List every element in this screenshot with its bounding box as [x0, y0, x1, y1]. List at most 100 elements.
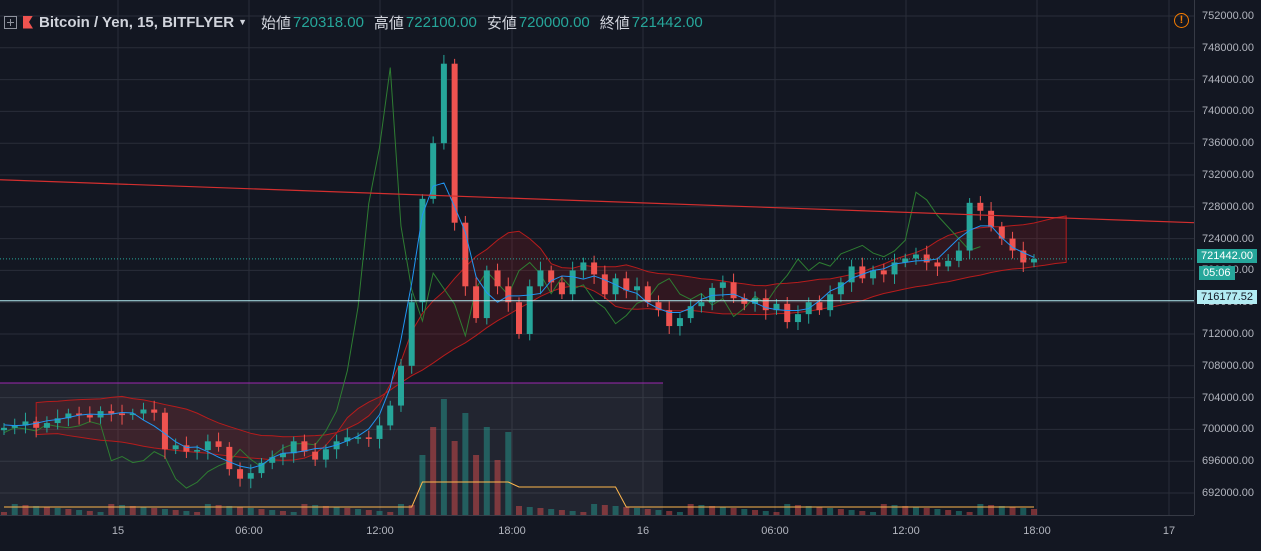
- candle-body: [794, 314, 801, 323]
- volume-bar: [43, 507, 50, 515]
- symbol-header: Bitcoin / Yen, 15, BITFLYER ▼ 始値 720318.…: [4, 9, 713, 35]
- volume-bar: [312, 505, 319, 515]
- volume-bar: [784, 504, 791, 515]
- candle-body: [376, 425, 383, 439]
- volume-bar: [880, 504, 887, 515]
- candle-body: [204, 441, 211, 451]
- volume-bar: [730, 508, 737, 515]
- volume-bar: [816, 507, 823, 515]
- volume-bar: [440, 399, 447, 515]
- time-axis-label: 06:00: [761, 525, 789, 537]
- alert-icon[interactable]: !: [1174, 13, 1189, 28]
- time-axis-label: 16: [636, 525, 650, 537]
- volume-bar: [161, 509, 168, 515]
- close-value: 721442.00: [631, 13, 703, 31]
- candle-body: [440, 63, 447, 144]
- time-axis-border: [0, 515, 1194, 516]
- high-label: 高値: [373, 14, 404, 32]
- candle-body: [194, 450, 201, 452]
- volume-bar: [623, 507, 630, 515]
- volume-bar: [827, 508, 834, 515]
- volume-bar: [966, 512, 973, 515]
- volume-ma-line: [4, 481, 1034, 508]
- volume-bar: [194, 512, 201, 515]
- candle-body: [269, 457, 276, 463]
- candle-body: [591, 262, 598, 275]
- time-axis-label: 17: [1162, 525, 1176, 537]
- cloud-span: [35, 215, 1067, 461]
- candle-body: [161, 412, 168, 450]
- last-price-tag: 721442.00: [1197, 249, 1257, 263]
- volume-bar: [945, 510, 952, 515]
- candle-body: [355, 437, 362, 439]
- low-label: 安値: [486, 14, 517, 32]
- volume-bar: [655, 510, 662, 515]
- time-axis-label: 12:00: [892, 525, 920, 537]
- lagging-span: [3, 67, 981, 489]
- candle-body: [312, 451, 319, 460]
- volume-bar: [54, 508, 61, 515]
- symbol-title[interactable]: Bitcoin / Yen, 15, BITFLYER: [39, 13, 235, 31]
- candle-body: [687, 306, 694, 319]
- volume-bar: [11, 504, 18, 515]
- price-axis-border: [1194, 0, 1195, 515]
- candle-body: [237, 469, 244, 479]
- volume-bar: [666, 511, 673, 515]
- open-label: 始値: [260, 14, 291, 32]
- volume-bar: [505, 432, 512, 515]
- time-axis-label: 12:00: [366, 525, 394, 537]
- candle-body: [430, 143, 437, 199]
- time-axis-label: 18:00: [498, 525, 526, 537]
- candle-body: [580, 262, 587, 271]
- candle-body: [397, 365, 404, 406]
- volume-bar: [204, 504, 211, 515]
- volume-bar: [129, 506, 136, 515]
- candle-body: [870, 270, 877, 279]
- candle-body: [279, 453, 286, 458]
- volume-bar: [397, 504, 404, 515]
- volume-bar: [237, 507, 244, 515]
- volume-bar: [376, 511, 383, 515]
- candle-body: [473, 286, 480, 319]
- candle-body: [988, 210, 995, 227]
- volume-bar: [1, 512, 7, 515]
- volume-bars: [1, 399, 1037, 515]
- candle-body: [183, 445, 190, 452]
- volume-bar: [719, 507, 726, 515]
- volume-bar: [569, 511, 576, 515]
- volume-bar: [473, 455, 480, 515]
- candle-body: [290, 441, 297, 454]
- expand-icon[interactable]: [4, 15, 17, 29]
- volume-bar: [580, 512, 587, 515]
- volume-bar: [794, 505, 801, 515]
- candle-body: [655, 302, 662, 311]
- candle-body: [558, 282, 565, 295]
- chevron-down-icon[interactable]: ▼: [238, 17, 247, 27]
- price-axis-label: 692000.00: [1202, 487, 1254, 499]
- time-axis-label: 06:00: [235, 525, 263, 537]
- volume-bar: [494, 460, 501, 515]
- candle-body: [601, 274, 608, 295]
- volume-bar: [1009, 507, 1016, 515]
- volume-bar: [934, 509, 941, 515]
- flag-icon[interactable]: [23, 15, 33, 29]
- candle-body: [719, 282, 726, 288]
- volume-bar: [891, 505, 898, 515]
- bar-countdown-tag: 05:06: [1199, 266, 1235, 280]
- price-axis-label: 740000.00: [1202, 105, 1254, 118]
- high-value: 722100.00: [405, 13, 477, 31]
- volume-bar: [387, 512, 394, 515]
- volume-bar: [483, 427, 490, 515]
- price-axis-label: 704000.00: [1202, 391, 1254, 404]
- candle-body: [140, 409, 147, 414]
- candle-body: [612, 278, 619, 295]
- candle-body: [977, 202, 984, 211]
- volume-bar: [526, 507, 533, 515]
- candle-body: [172, 445, 179, 450]
- volume-bar: [86, 511, 93, 515]
- candle-body: [247, 473, 254, 479]
- candle-body: [462, 222, 469, 287]
- price-axis-label: 748000.00: [1202, 41, 1254, 54]
- volume-bar: [333, 507, 340, 515]
